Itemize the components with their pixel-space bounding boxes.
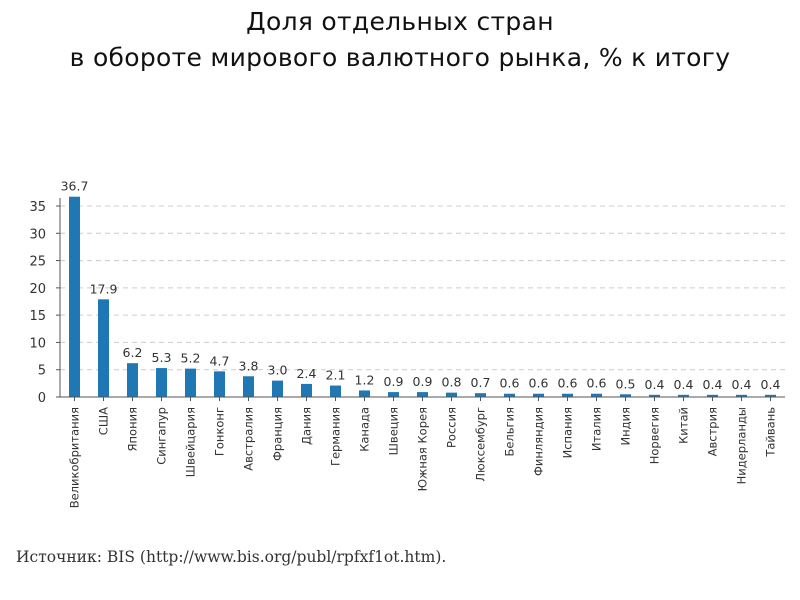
category-label: Люксембург	[474, 407, 488, 482]
value-label: 0.9	[384, 374, 404, 389]
title-line-2: в обороте мирового валютного рынка, % к …	[69, 43, 731, 72]
bars	[69, 196, 776, 397]
y-tick-label: 25	[29, 255, 46, 270]
bar	[156, 368, 167, 397]
bar	[736, 394, 747, 397]
category-label: Нидерланды	[735, 407, 749, 484]
bar	[214, 371, 225, 397]
value-label: 2.1	[326, 368, 346, 383]
y-tick-label: 30	[29, 227, 46, 242]
value-label: 3.0	[268, 363, 288, 378]
value-labels: 36.7 17.9 6.2 5.3 5.2 4.7 3.8 3.0 2.4 2.1 1.2 0.9 0.…	[61, 179, 781, 392]
bar	[591, 393, 602, 397]
y-tick-label: 10	[29, 336, 46, 351]
bar	[678, 394, 689, 397]
value-label: 0.5	[616, 376, 636, 391]
bar	[69, 196, 80, 397]
y-axis-ticks: 0 5 10 15 20 25 30 35	[29, 200, 60, 406]
category-label: США	[97, 407, 111, 435]
bar	[562, 393, 573, 397]
value-label: 1.2	[355, 372, 375, 387]
y-tick-label: 0	[38, 391, 46, 406]
value-label: 0.4	[761, 377, 781, 392]
value-label: 0.6	[558, 376, 578, 391]
value-label: 36.7	[61, 179, 89, 194]
category-label: Германия	[329, 407, 343, 466]
category-label: Швейцария	[184, 407, 198, 477]
category-label: Франция	[271, 407, 285, 461]
category-label: Швеция	[387, 407, 401, 455]
category-label: Тайвань	[764, 407, 778, 458]
bar	[388, 392, 399, 397]
bar	[446, 392, 457, 397]
category-label: Бельгия	[503, 407, 517, 457]
value-label: 2.4	[297, 366, 317, 381]
y-tick-label: 20	[29, 282, 46, 297]
category-label: Россия	[445, 407, 459, 448]
category-label: Китай	[677, 407, 691, 444]
y-tick-label: 15	[29, 309, 46, 324]
category-label: Австралия	[242, 407, 256, 471]
bar	[620, 394, 631, 397]
value-label: 5.3	[152, 350, 172, 365]
value-label: 0.7	[471, 375, 491, 390]
category-label: Гонконг	[213, 407, 227, 456]
bar	[359, 390, 370, 397]
category-label: Австрия	[706, 407, 720, 456]
y-tick-label: 35	[29, 200, 46, 215]
category-label: Испания	[561, 407, 575, 458]
value-label: 0.4	[645, 377, 665, 392]
value-label: 0.9	[413, 374, 433, 389]
bar	[649, 394, 660, 397]
category-label: Япония	[126, 407, 140, 451]
bar	[475, 393, 486, 397]
value-label: 0.6	[529, 376, 549, 391]
slide-title: Доля отдельных стран в обороте мирового …	[0, 4, 800, 76]
value-label: 3.8	[239, 358, 259, 373]
bar	[533, 393, 544, 397]
value-label: 17.9	[90, 281, 118, 296]
value-label: 0.8	[442, 375, 462, 390]
category-label: Италия	[590, 407, 604, 451]
value-label: 4.7	[210, 353, 230, 368]
bar	[185, 368, 196, 397]
bar	[98, 299, 109, 397]
category-label: Канада	[358, 407, 372, 452]
category-label: Сингапур	[155, 407, 169, 465]
grid-lines	[60, 205, 785, 371]
bar	[417, 392, 428, 397]
bar	[330, 385, 341, 397]
bar	[765, 394, 776, 397]
value-label: 0.6	[587, 376, 607, 391]
y-tick-label: 5	[38, 364, 46, 379]
value-label: 0.6	[500, 376, 520, 391]
value-label: 0.4	[732, 377, 752, 392]
x-axis-labels: Великобритания США Япония Сингапур Швейцария…	[68, 397, 778, 508]
value-label: 0.4	[674, 377, 694, 392]
bar	[127, 363, 138, 397]
category-label: Южная Корея	[416, 407, 430, 491]
value-label: 6.2	[123, 345, 143, 360]
category-label: Финляндия	[532, 407, 546, 476]
bar	[243, 376, 254, 397]
category-label: Дания	[300, 407, 314, 445]
category-label: Индия	[619, 407, 633, 445]
source-note: Источник: BIS (http://www.bis.org/publ/r…	[16, 548, 447, 566]
value-label: 0.4	[703, 377, 723, 392]
title-line-1: Доля отдельных стран	[246, 7, 554, 36]
bar	[301, 383, 312, 397]
bar	[504, 393, 515, 397]
value-label: 5.2	[181, 351, 201, 366]
category-label: Норвегия	[648, 407, 662, 464]
bar	[272, 380, 283, 397]
category-label: Великобритания	[68, 407, 82, 508]
bar	[707, 394, 718, 397]
